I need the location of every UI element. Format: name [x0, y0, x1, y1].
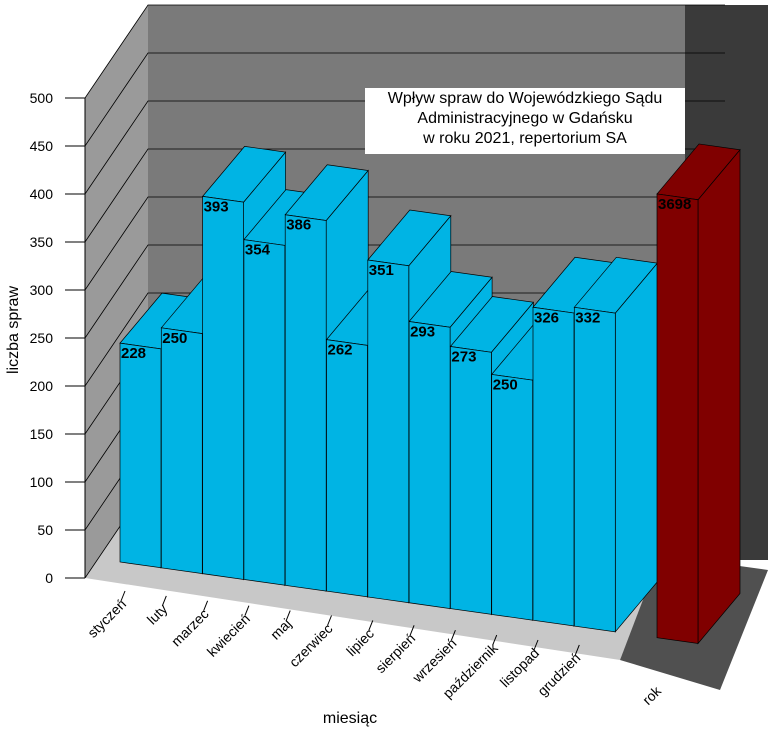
y-tick-label: 200: [30, 378, 54, 394]
value-label: 228: [121, 345, 146, 362]
x-tick: [203, 600, 209, 611]
y-tick-label: 100: [30, 474, 54, 490]
x-tick-label: grudzień: [534, 650, 583, 699]
bar: 332: [573, 256, 658, 633]
x-tick-label: kwiecień: [204, 611, 253, 660]
x-tick-label: lipiec: [343, 625, 377, 659]
x-tick-label: czerwiec: [286, 620, 336, 670]
bar-front: [532, 306, 575, 627]
y-tick-label: 250: [30, 330, 54, 346]
value-label: 273: [451, 349, 476, 366]
x-tick: [327, 615, 332, 626]
y-tick-label: 400: [30, 186, 54, 202]
y-axis-title: liczba spraw: [5, 286, 22, 374]
value-label: 326: [534, 309, 559, 326]
x-tick: [450, 630, 456, 641]
bar-front: [160, 327, 203, 575]
x-tick: [120, 590, 126, 602]
bar-front: [243, 239, 286, 586]
x-tick-label: sierpień: [372, 630, 418, 676]
x-tick-label: luty: [144, 601, 171, 628]
bar-front: [656, 193, 699, 644]
grid-line: [84, 196, 725, 291]
x-tick-label: styczeń: [84, 596, 129, 641]
x-tick-label: maj: [267, 615, 294, 642]
grid-line: [84, 292, 725, 387]
x-tick: [161, 595, 167, 607]
value-label: 250: [162, 330, 187, 347]
value-label: 351: [369, 262, 394, 279]
bar-front: [284, 214, 327, 592]
y-tick-label: 150: [30, 426, 54, 442]
x-tick-label: listopad: [497, 645, 542, 690]
x-axis-title: miesiąc: [323, 710, 377, 727]
x-tick: [285, 610, 291, 621]
title-box: [365, 88, 685, 154]
y-tick-label: 350: [30, 234, 54, 250]
value-label: 354: [245, 242, 271, 259]
bar-side: [614, 262, 658, 633]
x-tick: [368, 620, 374, 631]
grid-line: [84, 4, 725, 99]
x-tick-label: rok: [639, 682, 665, 708]
chart-title: w roku 2021, repertorium SA: [422, 130, 627, 147]
bar-front: [326, 339, 368, 598]
x-tick: [574, 644, 580, 656]
bar-front: [573, 306, 616, 633]
y-tick-label: 450: [30, 138, 54, 154]
value-label: 386: [286, 217, 311, 234]
bar-side: [697, 148, 741, 645]
bar-front: [450, 346, 492, 615]
y-tick-label: 500: [30, 90, 54, 106]
grid-line: [84, 244, 725, 339]
y-tick-label: 300: [30, 282, 54, 298]
bar: 3698: [656, 143, 741, 645]
value-label: 3698: [658, 196, 691, 213]
bar-front: [367, 259, 410, 604]
bar-front: [202, 195, 244, 580]
value-label: 250: [493, 376, 518, 393]
x-tick: [492, 634, 498, 646]
bar-front: [408, 321, 451, 609]
x-tick-label: marzec: [168, 606, 212, 650]
y-tick-label: 0: [45, 570, 53, 586]
chart-title: Wpływ spraw do Wojewódzkiego Sądu: [388, 90, 663, 107]
bar-front: [491, 374, 534, 621]
bar-front: [119, 342, 162, 569]
grid-line: [84, 52, 725, 147]
chart-title: Administracyjnego w Gdańsku: [417, 110, 632, 127]
value-label: 393: [204, 198, 229, 215]
value-label: 262: [328, 342, 353, 359]
x-tick: [244, 605, 250, 616]
y-tick-label: 50: [37, 522, 53, 538]
value-label: 332: [575, 309, 600, 326]
x-tick: [409, 625, 415, 636]
x-tick: [533, 639, 539, 651]
value-label: 293: [410, 323, 435, 340]
